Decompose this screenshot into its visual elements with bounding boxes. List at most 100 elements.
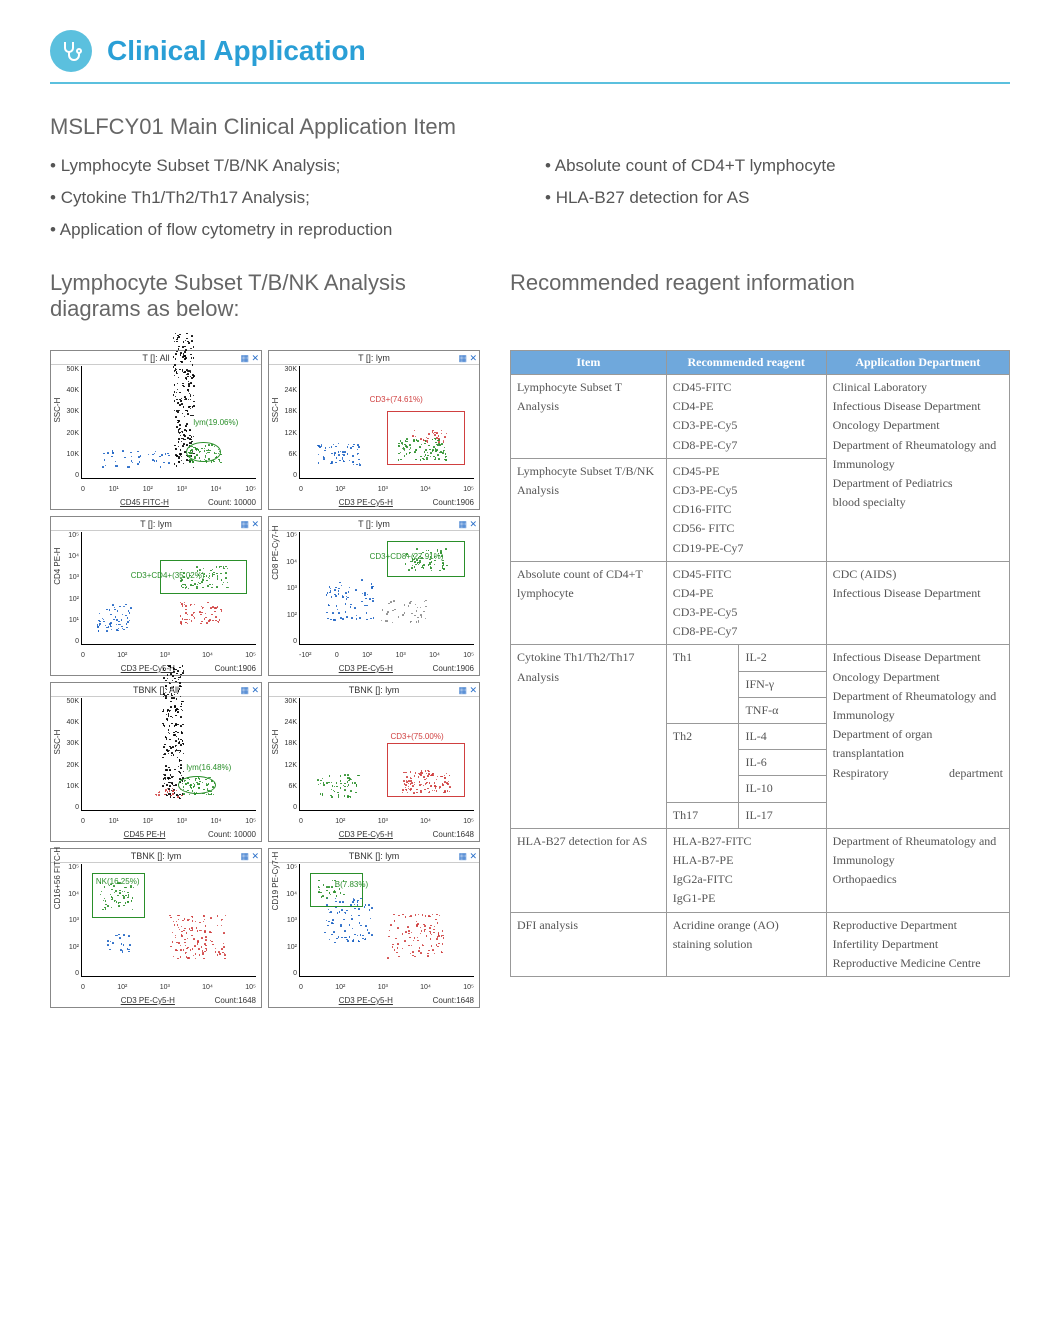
gate-region — [186, 442, 221, 462]
td-dept: Clinical LaboratoryInfectious Disease De… — [826, 375, 1009, 562]
plot-ylabel: SSC-H — [53, 398, 62, 423]
scatter-plot: T []: lym▦ ✕010²10³10⁴10⁵-10²010²10³10⁴1… — [268, 516, 480, 676]
td-reagent-group: Th17 — [666, 802, 739, 828]
plot-xlabel: CD3 PE-Cy5-H — [121, 996, 175, 1005]
scatter-plot: TBNK []: All▦ ✕010K20K30K40K50K010¹10²10… — [50, 682, 262, 842]
td-reagent-group: Th2 — [666, 724, 739, 803]
td-reagent-sub: IL-2 — [739, 645, 826, 671]
scatter-plot: T []: lym▦ ✕06K12K18K24K30K010²10³10⁴10⁵… — [268, 350, 480, 510]
plot-ylabel: SSC-H — [53, 730, 62, 755]
plot-title-text: TBNK []: lym — [131, 851, 182, 861]
plot-title-text: T []: All — [142, 353, 169, 363]
bullet-item: Application of flow cytometry in reprodu… — [50, 220, 1010, 240]
gate-label: NK(16.25%) — [96, 877, 140, 886]
td-item: Lymphocyte Subset T Analysis — [511, 375, 667, 459]
plot-ylabel: SSC-H — [271, 730, 280, 755]
plot-tools-icon: ▦ ✕ — [458, 519, 477, 530]
plot-area: CD3+(74.61%) — [299, 366, 474, 479]
plot-area: CD3+CD8+(27.91%) — [299, 532, 474, 645]
left-section-title: Lymphocyte Subset T/B/NK Analysis diagra… — [50, 270, 480, 330]
td-item: Cytokine Th1/Th2/Th17 Analysis — [511, 645, 667, 828]
plot-xlabel: CD3 PE-Cy5-H — [339, 664, 393, 673]
td-dept: CDC (AIDS)Infectious Disease Department — [826, 561, 1009, 645]
scatter-plot: TBNK []: lym▦ ✕010²10³10⁴10⁵010²10³10⁴10… — [50, 848, 262, 1008]
sub-title: MSLFCY01 Main Clinical Application Item — [50, 114, 1010, 140]
td-reagent-sub: IFN-γ — [739, 671, 826, 697]
plot-ylabel: CD8 PE-Cy7-H — [271, 525, 280, 579]
td-reagent-group: Th1 — [666, 645, 739, 724]
gate-label: lym(16.48%) — [186, 763, 231, 772]
plot-ylabel: SSC-H — [271, 398, 280, 423]
plot-area: lym(16.48%) — [81, 698, 256, 811]
scatter-plot-grid: T []: All▦ ✕010K20K30K40K50K010¹10²10³10… — [50, 350, 480, 1008]
td-reagent: Acridine orange (AO) staining solution — [666, 912, 826, 977]
plot-count: Count:1906 — [215, 664, 256, 673]
plot-xlabel: CD45 PE-H — [124, 830, 166, 839]
gate-label: CD3+CD8+(27.91%) — [370, 552, 444, 561]
plot-tools-icon: ▦ ✕ — [240, 685, 259, 696]
td-reagent: CD45-FITCCD4-PECD3-PE-Cy5CD8-PE-Cy7 — [666, 375, 826, 459]
gate-label: B(7.83%) — [335, 880, 368, 889]
td-reagent-sub: IL-10 — [739, 776, 826, 802]
plot-tools-icon: ▦ ✕ — [240, 353, 259, 364]
td-item: HLA-B27 detection for AS — [511, 828, 667, 912]
plot-tools-icon: ▦ ✕ — [458, 353, 477, 364]
td-item: DFI analysis — [511, 912, 667, 977]
scatter-plot: TBNK []: lym▦ ✕06K12K18K24K30K010²10³10⁴… — [268, 682, 480, 842]
bullet-item: Absolute count of CD4+T lymphocyte — [545, 156, 1010, 176]
td-reagent: HLA-B27-FITCHLA-B7-PEIgG2a-FITCIgG1-PE — [666, 828, 826, 912]
bullet-item: Lymphocyte Subset T/B/NK Analysis; — [50, 156, 515, 176]
td-dept: Infectious Disease DepartmentOncology De… — [826, 645, 1009, 828]
right-section-title: Recommended reagent information — [510, 270, 1010, 330]
plot-ylabel: CD19 PE-Cy7-H — [271, 852, 280, 911]
plot-count: Count: 10000 — [208, 830, 256, 839]
td-item: Lymphocyte Subset T/B/NK Analysis — [511, 458, 667, 561]
td-reagent-sub: IL-17 — [739, 802, 826, 828]
gate-label: CD3+(74.61%) — [370, 395, 423, 404]
reagent-table: ItemRecommended reagentApplication Depar… — [510, 350, 1010, 977]
plot-xlabel: CD3 PE-Cy5-H — [339, 498, 393, 507]
bullet-item: Cytokine Th1/Th2/Th17 Analysis; — [50, 188, 515, 208]
plot-count: Count: 10000 — [208, 498, 256, 507]
plot-area: lym(19.06%) — [81, 366, 256, 479]
plot-count: Count:1648 — [433, 830, 474, 839]
scatter-plot: T []: All▦ ✕010K20K30K40K50K010¹10²10³10… — [50, 350, 262, 510]
plot-title-text: T []: lym — [140, 519, 172, 529]
plot-area: NK(16.25%) — [81, 864, 256, 977]
td-item: Absolute count of CD4+T lymphocyte — [511, 561, 667, 645]
th-reagent: Recommended reagent — [666, 351, 826, 375]
plot-count: Count:1648 — [433, 996, 474, 1005]
plot-title-text: T []: lym — [358, 353, 390, 363]
bullet-item: HLA-B27 detection for AS — [545, 188, 1010, 208]
td-reagent: CD45-PECD3-PE-Cy5CD16-FITCCD56- FITCCD19… — [666, 458, 826, 561]
scatter-plot: TBNK []: lym▦ ✕010²10³10⁴10⁵010²10³10⁴10… — [268, 848, 480, 1008]
plot-area: CD3+CD4+(35.02%) — [81, 532, 256, 645]
plot-count: Count:1648 — [215, 996, 256, 1005]
gate-region — [387, 743, 465, 797]
plot-xlabel: CD3 PE-Cy5-H — [339, 830, 393, 839]
scatter-plot: T []: lym▦ ✕010¹10²10³10⁴10⁵010²10³10⁴10… — [50, 516, 262, 676]
page-title: Clinical Application — [107, 35, 366, 67]
gate-label: CD3+(75.00%) — [390, 732, 443, 741]
plot-count: Count:1906 — [433, 498, 474, 507]
th-item: Item — [511, 351, 667, 375]
plot-xlabel: CD45 FITC-H — [120, 498, 169, 507]
td-reagent-sub: TNF-α — [739, 697, 826, 723]
stethoscope-icon — [50, 30, 92, 72]
plot-ylabel: CD4 PE-H — [53, 547, 62, 584]
td-dept: Reproductive DepartmentInfertility Depar… — [826, 912, 1009, 977]
plot-tools-icon: ▦ ✕ — [458, 685, 477, 696]
page-header: Clinical Application — [50, 30, 1010, 84]
th-dept: Application Department — [826, 351, 1009, 375]
plot-title-text: T []: lym — [358, 519, 390, 529]
plot-title-text: TBNK []: lym — [349, 851, 400, 861]
td-reagent-sub: IL-4 — [739, 724, 826, 750]
td-dept: Department of Rheumatology and Immunolog… — [826, 828, 1009, 912]
plot-tools-icon: ▦ ✕ — [458, 851, 477, 862]
plot-ylabel: CD16+56 FITC-H — [53, 847, 62, 909]
plot-title-text: TBNK []: lym — [349, 685, 400, 695]
plot-tools-icon: ▦ ✕ — [240, 851, 259, 862]
gate-label: CD3+CD4+(35.02%) — [131, 571, 205, 580]
gate-region — [387, 411, 465, 465]
plot-count: Count:1906 — [433, 664, 474, 673]
